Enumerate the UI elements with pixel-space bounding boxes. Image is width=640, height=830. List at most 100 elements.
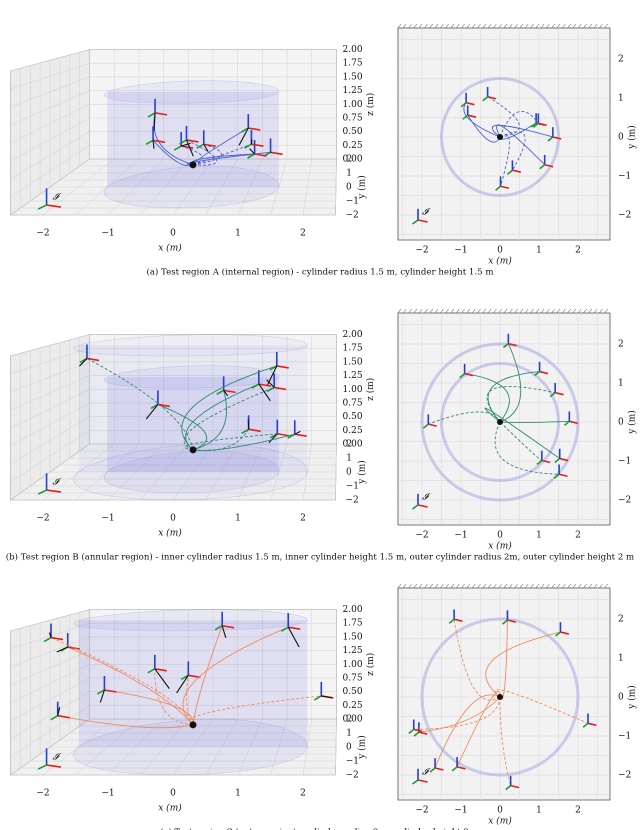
z-tick-label: 0.50 xyxy=(343,412,363,422)
frame-label: 𝓘 xyxy=(53,193,62,203)
y-axis-label: y (m) xyxy=(357,735,368,760)
x-tick-label: 0 xyxy=(497,531,503,541)
edge-tick xyxy=(514,308,518,314)
frame-axis-y xyxy=(502,619,508,625)
y-axis-label: y (m) xyxy=(627,125,638,150)
x-tick-label: −2 xyxy=(415,806,428,816)
edge-tick xyxy=(397,308,402,314)
z-tick-label: 1.00 xyxy=(343,385,363,395)
grid-line xyxy=(10,334,337,357)
cylinder-rim xyxy=(103,450,280,494)
frame-axis-x xyxy=(587,722,597,727)
velocity-arrow xyxy=(249,148,255,155)
velocity-arrow xyxy=(223,390,229,397)
x-tick-label: 2 xyxy=(575,246,581,256)
velocity-arrow xyxy=(145,404,159,420)
frame-axis-y xyxy=(554,457,561,464)
edge-tick xyxy=(487,308,492,314)
frame-axis-y xyxy=(179,139,187,145)
trajectory xyxy=(50,637,194,725)
region-circle xyxy=(420,617,580,777)
edge-tick xyxy=(567,23,571,29)
frame-axis-x xyxy=(464,372,474,377)
y-tick-label: 0 xyxy=(618,693,624,703)
y-tick-label: 2 xyxy=(347,440,353,450)
y-tick-label: 0 xyxy=(346,468,352,478)
frame-axis-x xyxy=(251,143,264,147)
y-axis-label: y (m) xyxy=(357,460,368,485)
edge-tick xyxy=(424,308,428,314)
z-tick-label: 0.50 xyxy=(343,687,363,697)
y-tick-label: 2 xyxy=(618,55,624,65)
trajectory xyxy=(491,124,553,138)
trajectory xyxy=(453,619,501,701)
frame-axis-y xyxy=(448,618,455,624)
y-tick-label: −1 xyxy=(346,482,359,492)
frame-axis-y xyxy=(451,766,458,772)
x-tick-label: −2 xyxy=(36,789,49,799)
grid-line xyxy=(10,718,337,776)
edge-tick xyxy=(503,583,508,589)
velocity-arrow xyxy=(56,646,68,653)
z-tick-label: 2.00 xyxy=(343,605,363,615)
x-tick-label: 1 xyxy=(235,229,241,239)
edge-tick xyxy=(403,583,407,589)
frame-axis-x xyxy=(223,389,236,394)
z-tick-label: 1.25 xyxy=(343,371,363,381)
z-axis-label: z (m) xyxy=(365,653,376,676)
trajectory xyxy=(487,371,540,423)
frame-axis-y xyxy=(280,626,289,632)
frame-axis-y xyxy=(266,386,275,393)
edge-tick xyxy=(514,583,518,589)
frame-axis-y xyxy=(196,143,205,149)
z-tick-label: 0.75 xyxy=(343,673,363,683)
frame-axis-y xyxy=(495,185,502,191)
edge-tick xyxy=(509,23,513,29)
frame-axis-y xyxy=(532,122,539,128)
edge-tick xyxy=(514,23,518,29)
frame-axis-y xyxy=(411,504,419,510)
velocity-arrow xyxy=(238,127,249,146)
trajectory xyxy=(192,625,223,725)
grid-line xyxy=(10,117,337,162)
edge-tick xyxy=(450,583,455,589)
cylinder xyxy=(107,377,279,472)
trajectory xyxy=(104,689,194,725)
frame-label: 𝓘 xyxy=(53,478,62,488)
trajectory xyxy=(499,343,522,423)
z-tick-label: 0.75 xyxy=(343,398,363,408)
y-tick-label: −1 xyxy=(618,457,631,467)
z-tick-label: 1.75 xyxy=(343,344,363,354)
frame-axis-x xyxy=(277,432,290,437)
frame-axis-x xyxy=(46,764,62,768)
y-tick-label: 1 xyxy=(618,94,624,104)
z-tick-label: 0.00 xyxy=(343,715,363,725)
edge-tick xyxy=(440,308,444,314)
edge-tick xyxy=(434,23,439,29)
edge-tick xyxy=(535,308,540,314)
frame-axis-y xyxy=(411,219,419,225)
grid-line xyxy=(10,90,337,126)
edge-tick xyxy=(408,583,412,589)
frame-axis-y xyxy=(50,715,59,721)
edge-tick xyxy=(498,23,502,29)
grid-line xyxy=(10,104,337,144)
trajectory xyxy=(67,646,194,726)
velocity-arrow xyxy=(266,379,275,388)
edge-tick xyxy=(551,23,555,29)
grid-line xyxy=(10,416,337,465)
edge-tick xyxy=(540,583,545,589)
frame-label: 𝓘 xyxy=(422,208,431,218)
edge-tick xyxy=(572,23,577,29)
trajectory xyxy=(484,407,560,459)
edge-tick xyxy=(546,308,550,314)
y-tick-label: −1 xyxy=(346,757,359,767)
edge-tick xyxy=(551,308,555,314)
edge-tick xyxy=(434,583,439,589)
trajectory xyxy=(499,696,512,786)
frame-axis-y xyxy=(502,342,509,349)
y-tick-label: 0 xyxy=(346,183,352,193)
edge-tick xyxy=(498,583,502,589)
z-axis-label: z (m) xyxy=(365,378,376,401)
